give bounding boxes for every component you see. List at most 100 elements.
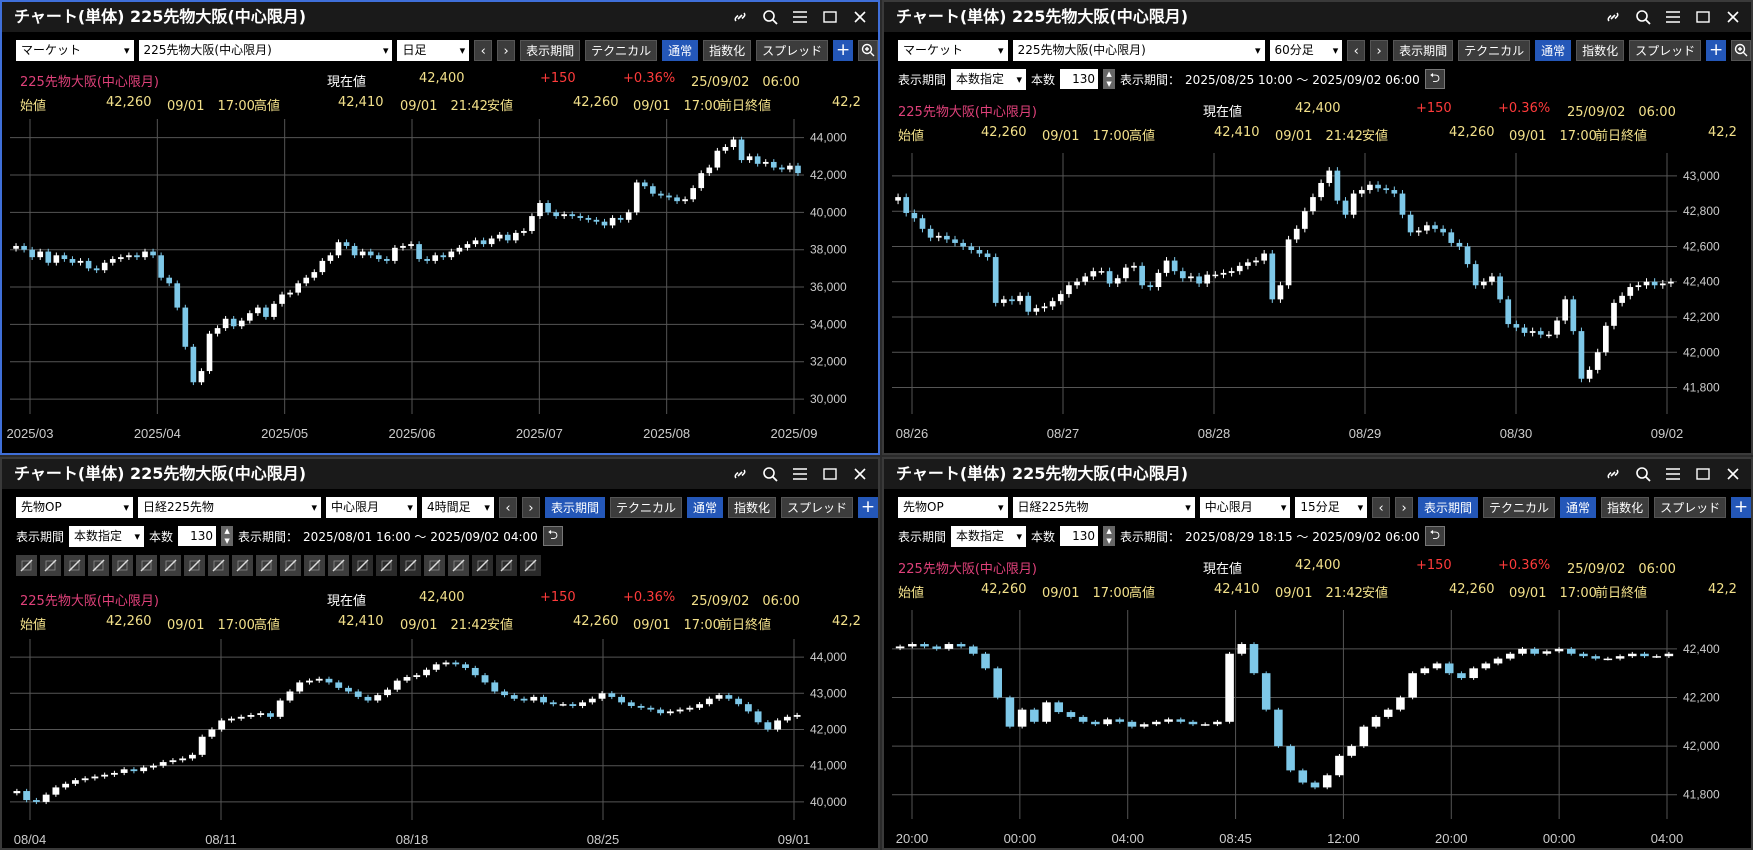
symbol-select[interactable]: 日経225先物 bbox=[1012, 496, 1195, 518]
period-mode-select[interactable]: 本数指定 bbox=[951, 525, 1027, 547]
magnet-icon[interactable] bbox=[472, 555, 493, 576]
contract-select[interactable]: 中心限月 bbox=[1199, 496, 1291, 518]
candlestick-chart[interactable]: 41,800 42,000 42,200 42,400 42,600 42,800 43,0… bbox=[884, 148, 1751, 453]
symbol-select[interactable]: 日経225先物 bbox=[137, 496, 321, 518]
icon-stamp-icon[interactable] bbox=[328, 555, 349, 576]
index-button[interactable]: 指数化 bbox=[703, 39, 752, 61]
maximize-icon[interactable] bbox=[1691, 6, 1715, 28]
maximize-icon[interactable] bbox=[818, 6, 842, 28]
technical-button[interactable]: テクニカル bbox=[609, 496, 682, 518]
rectangle-icon[interactable] bbox=[256, 555, 277, 576]
candlestick-chart[interactable]: 30,000 32,000 34,000 36,000 38,000 40,000 42,0… bbox=[2, 114, 878, 453]
spread-button[interactable]: スプレッド bbox=[1654, 496, 1727, 518]
erase-icon[interactable] bbox=[400, 555, 421, 576]
label-icon[interactable] bbox=[448, 555, 469, 576]
display-period-button[interactable]: 表示期間 bbox=[1393, 39, 1454, 61]
count-stepper[interactable]: ▲ ▼ bbox=[221, 526, 234, 546]
next-button[interactable]: › bbox=[1395, 496, 1414, 518]
pen-edit-icon[interactable] bbox=[496, 555, 517, 576]
fan-arc-icon[interactable] bbox=[112, 555, 133, 576]
zoom-icon[interactable] bbox=[1731, 39, 1751, 61]
symbol-select[interactable]: 225先物大阪(中心限月) bbox=[1012, 39, 1265, 61]
timeframe-select[interactable]: 15分足 bbox=[1295, 496, 1368, 518]
link-icon[interactable] bbox=[728, 463, 752, 485]
chart-panel-top-right[interactable]: チャート(単体) 225先物大阪(中心限月) マーケット 225先物大阪(中心限… bbox=[882, 0, 1753, 455]
eraser-icon[interactable] bbox=[424, 555, 445, 576]
count-input[interactable]: 130 bbox=[1060, 69, 1099, 89]
menu-icon[interactable] bbox=[788, 6, 812, 28]
next-button[interactable]: › bbox=[497, 39, 516, 61]
market-select[interactable]: マーケット bbox=[898, 39, 1008, 61]
add-button[interactable]: + bbox=[1731, 496, 1751, 518]
menu-icon[interactable] bbox=[1661, 6, 1685, 28]
link-icon[interactable] bbox=[1601, 6, 1625, 28]
chart-panel-top-left[interactable]: チャート(単体) 225先物大阪(中心限月) マーケット 225先物大阪(中心限… bbox=[0, 0, 880, 455]
display-period-button[interactable]: 表示期間 bbox=[544, 496, 605, 518]
period-mode-select[interactable]: 本数指定 bbox=[951, 68, 1027, 90]
candlestick-chart[interactable]: 40,000 41,000 42,000 43,000 44,000 08/04 08/11… bbox=[2, 634, 878, 848]
add-button[interactable]: + bbox=[1706, 39, 1727, 61]
link-icon[interactable] bbox=[728, 6, 752, 28]
display-period-button[interactable]: 表示期間 bbox=[1418, 496, 1479, 518]
search-icon[interactable] bbox=[758, 6, 782, 28]
move-icon[interactable] bbox=[352, 555, 373, 576]
prev-button[interactable]: ‹ bbox=[474, 39, 493, 61]
text-icon[interactable] bbox=[304, 555, 325, 576]
zoom-icon[interactable] bbox=[858, 39, 878, 61]
maximize-icon[interactable] bbox=[1691, 463, 1715, 485]
count-input[interactable]: 130 bbox=[178, 526, 217, 546]
line-tool-icon[interactable] bbox=[16, 555, 37, 576]
parallel-lines-icon[interactable] bbox=[64, 555, 85, 576]
chart-panel-bottom-right[interactable]: チャート(単体) 225先物大阪(中心限月) 先物OP 日経225先物 中心限月… bbox=[882, 457, 1753, 850]
technical-button[interactable]: テクニカル bbox=[1458, 39, 1531, 61]
pencil-tool-icon[interactable] bbox=[40, 555, 61, 576]
horizontal-lines-icon[interactable] bbox=[88, 555, 109, 576]
normal-button[interactable]: 通常 bbox=[662, 39, 699, 61]
count-stepper[interactable]: ▲ ▼ bbox=[1103, 69, 1116, 89]
index-button[interactable]: 指数化 bbox=[728, 496, 777, 518]
candlestick-chart[interactable]: 41,800 42,000 42,200 42,400 20:00 00:00 04:00 0… bbox=[884, 605, 1751, 848]
channel-icon[interactable] bbox=[184, 555, 205, 576]
prev-button[interactable]: ‹ bbox=[498, 496, 517, 518]
maximize-icon[interactable] bbox=[818, 463, 842, 485]
display-period-button[interactable]: 表示期間 bbox=[520, 39, 581, 61]
hline-icon[interactable] bbox=[280, 555, 301, 576]
close-icon[interactable] bbox=[848, 6, 872, 28]
spread-button[interactable]: スプレッド bbox=[756, 39, 829, 61]
index-button[interactable]: 指数化 bbox=[1601, 496, 1650, 518]
timeframe-select[interactable]: 4時間足 bbox=[421, 496, 494, 518]
contract-select[interactable]: 中心限月 bbox=[325, 496, 417, 518]
technical-button[interactable]: テクニカル bbox=[585, 39, 658, 61]
spread-button[interactable]: スプレッド bbox=[781, 496, 854, 518]
vertical-lines-icon[interactable] bbox=[160, 555, 181, 576]
timeframe-select[interactable]: 60分足 bbox=[1269, 39, 1343, 61]
normal-button[interactable]: 通常 bbox=[1560, 496, 1597, 518]
search-icon[interactable] bbox=[758, 463, 782, 485]
search-icon[interactable] bbox=[1631, 6, 1655, 28]
market-select[interactable]: マーケット bbox=[16, 39, 134, 61]
fan-lines-icon[interactable] bbox=[136, 555, 157, 576]
prev-button[interactable]: ‹ bbox=[1372, 496, 1391, 518]
add-button[interactable]: + bbox=[858, 496, 878, 518]
spread-button[interactable]: スプレッド bbox=[1629, 39, 1702, 61]
next-button[interactable]: › bbox=[521, 496, 540, 518]
add-button[interactable]: + bbox=[833, 39, 854, 61]
return-icon[interactable]: ⮌ bbox=[542, 526, 563, 546]
normal-button[interactable]: 通常 bbox=[686, 496, 723, 518]
settings-icon[interactable] bbox=[520, 555, 541, 576]
prev-button[interactable]: ‹ bbox=[1347, 39, 1366, 61]
index-button[interactable]: 指数化 bbox=[1576, 39, 1625, 61]
chart-panel-bottom-left[interactable]: チャート(単体) 225先物大阪(中心限月) 先物OP 日経225先物 中心限月… bbox=[0, 457, 880, 850]
count-stepper[interactable]: ▲ ▼ bbox=[1103, 526, 1116, 546]
close-icon[interactable] bbox=[1721, 463, 1745, 485]
menu-icon[interactable] bbox=[788, 463, 812, 485]
normal-button[interactable]: 通常 bbox=[1535, 39, 1572, 61]
technical-button[interactable]: テクニカル bbox=[1483, 496, 1556, 518]
close-icon[interactable] bbox=[848, 463, 872, 485]
timeframe-select[interactable]: 日足 bbox=[397, 39, 470, 61]
link-icon[interactable] bbox=[1601, 463, 1625, 485]
market-select[interactable]: 先物OP bbox=[898, 496, 1008, 518]
return-icon[interactable]: ⮌ bbox=[1424, 526, 1445, 546]
return-icon[interactable]: ⮌ bbox=[1424, 69, 1445, 89]
pentagon-icon[interactable] bbox=[208, 555, 229, 576]
